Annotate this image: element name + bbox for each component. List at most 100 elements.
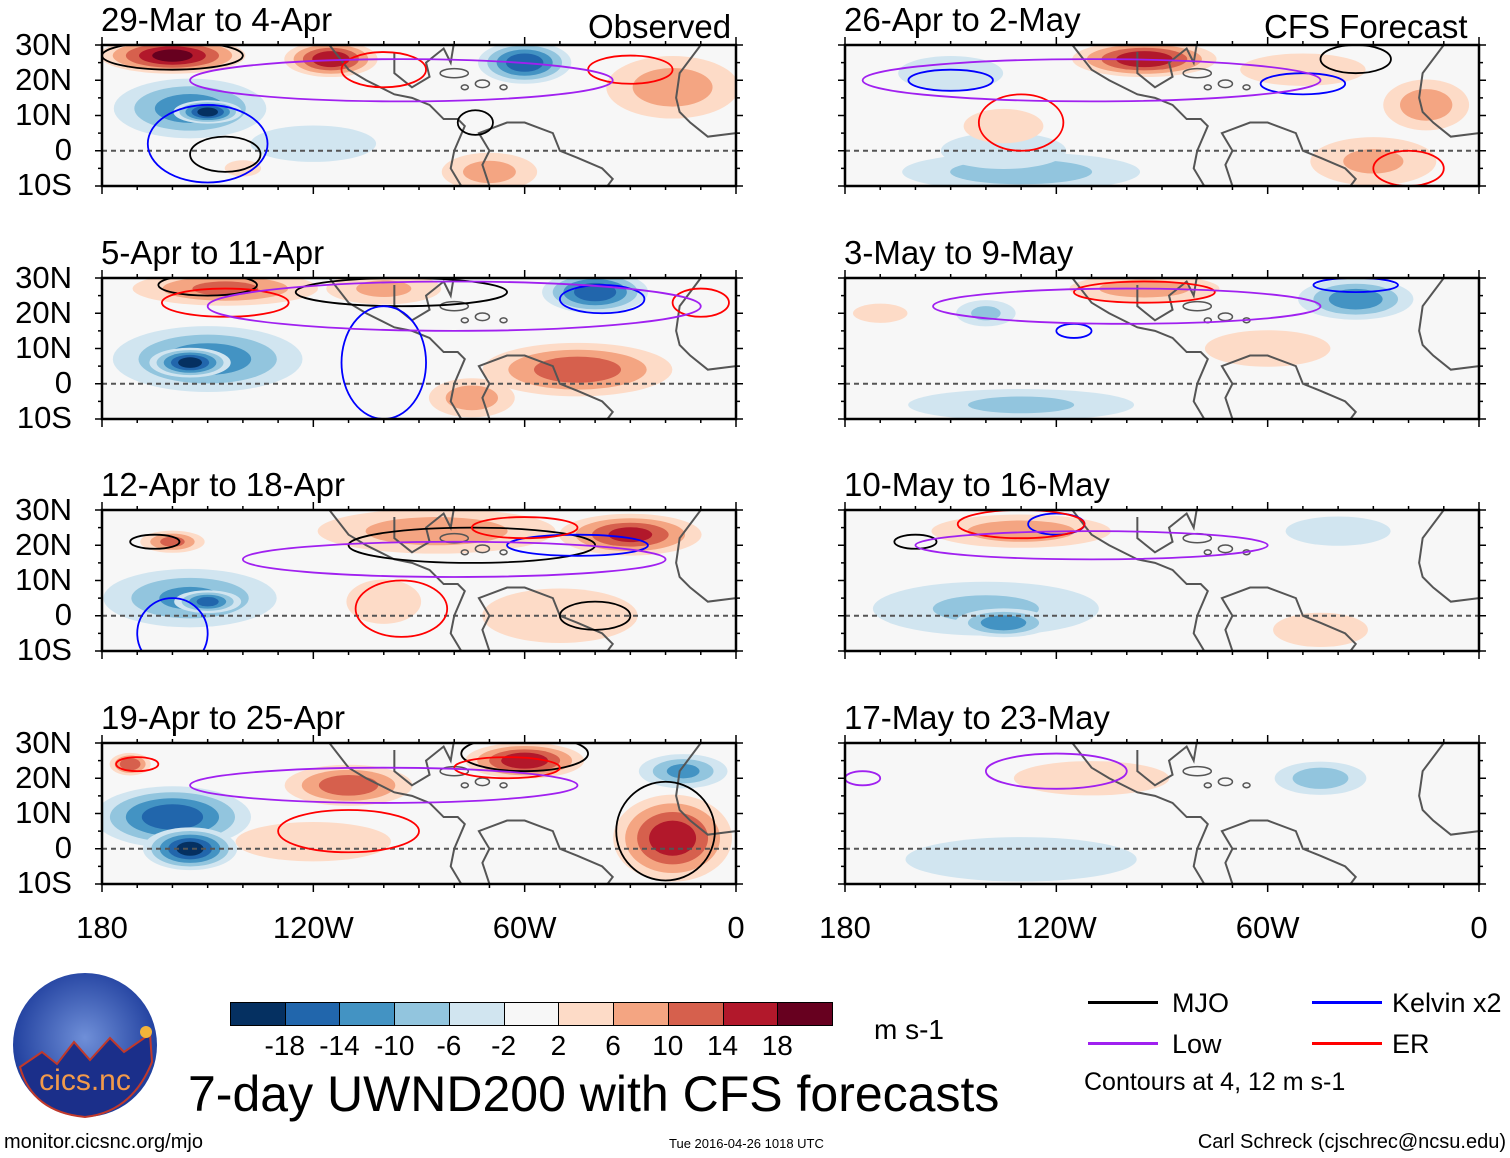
- colorbar-tick-label: -14: [319, 1030, 360, 1061]
- coastline: [1136, 278, 1198, 322]
- island: [460, 549, 470, 556]
- contour-mjo: [129, 533, 181, 550]
- anomaly-shading: [235, 822, 392, 862]
- contour-er: [1073, 280, 1216, 304]
- anomaly-shading: [649, 820, 697, 856]
- anomaly-shading: [152, 49, 193, 62]
- map-panel: [838, 270, 1486, 427]
- panel-title: 3-May to 9-May: [844, 234, 1074, 271]
- contour-kelvin: [506, 533, 649, 557]
- panel-title: 19-Apr to 25-Apr: [101, 699, 345, 736]
- contour-kelvin: [340, 305, 427, 419]
- coastline: [1418, 743, 1479, 836]
- legend-line-er: [1312, 1042, 1382, 1045]
- coastline: [1071, 278, 1358, 419]
- lat-tick-label: 10N: [15, 562, 72, 597]
- legend-line-low: [1088, 1042, 1158, 1045]
- legend-line-kelvin: [1312, 1001, 1382, 1004]
- lon-tick-label: 180: [76, 910, 128, 945]
- coastline: [1136, 743, 1198, 787]
- island: [499, 317, 508, 324]
- island: [1217, 79, 1234, 89]
- legend-line-mjo: [1088, 1001, 1158, 1004]
- anomaly-shading: [250, 125, 377, 162]
- lon-tick-label: 0: [1470, 910, 1488, 945]
- anomaly-shading: [176, 841, 204, 856]
- legend-label-low: Low: [1172, 1029, 1222, 1059]
- island: [499, 549, 508, 556]
- island: [439, 532, 470, 544]
- lon-tick-label: 180: [819, 910, 871, 945]
- contour-mjo: [157, 278, 258, 297]
- coastline: [1418, 510, 1479, 603]
- contour-low: [914, 530, 1269, 561]
- coastline: [1136, 510, 1198, 554]
- anomaly-shading: [1204, 330, 1331, 367]
- contour-er: [956, 510, 1086, 540]
- lat-tick-label: 20N: [15, 527, 72, 562]
- lat-tick-label: 10N: [15, 795, 72, 830]
- legend-label-kelvin: Kelvin x2: [1392, 988, 1502, 1018]
- contour-kelvin: [136, 597, 209, 651]
- island: [1242, 782, 1251, 789]
- colorbar-swatch: [722, 1002, 779, 1026]
- coastline: [675, 743, 736, 836]
- coastline: [675, 278, 736, 371]
- contour-kelvin: [558, 284, 646, 315]
- logo-text: cics.nc: [39, 1064, 131, 1097]
- lon-tick-label: 120W: [1015, 910, 1097, 945]
- coastline: [328, 45, 615, 186]
- coastline: [1071, 743, 1358, 884]
- island: [1242, 84, 1251, 91]
- legend-label-mjo: MJO: [1172, 988, 1229, 1018]
- cicsnc-logo: cics.nc: [13, 973, 157, 1118]
- island: [460, 317, 470, 324]
- contour-low: [861, 58, 1322, 103]
- anomaly-shading: [905, 837, 1137, 882]
- contour-low: [206, 280, 702, 332]
- anomaly-shading: [1400, 89, 1453, 121]
- colorbar-tick-label: 2: [550, 1030, 567, 1061]
- contour-mjo: [102, 45, 244, 71]
- lat-tick-label: 30N: [15, 260, 72, 295]
- map-panel: [838, 37, 1486, 194]
- anomaly-shading: [632, 68, 713, 107]
- colorbar-swatch: [284, 1002, 341, 1026]
- colorbar-tick-label: 10: [652, 1030, 684, 1061]
- colorbar-tick-label: 18: [761, 1030, 793, 1061]
- colorbar-tick-label: 6: [605, 1030, 621, 1061]
- anomaly-shading: [365, 517, 508, 546]
- colorbar-swatch: [613, 1002, 669, 1026]
- contour-er: [977, 93, 1065, 152]
- lat-tick-label: 0: [54, 132, 72, 167]
- figure-title: 7-day UWND200 with CFS forecasts: [188, 1066, 1000, 1122]
- anomaly-shading: [608, 527, 653, 543]
- island: [1217, 777, 1234, 787]
- colorbar-swatch: [339, 1002, 396, 1026]
- panel-title: 29-Mar to 4-Apr: [101, 1, 333, 38]
- contour-kelvin: [1312, 278, 1399, 293]
- coastline: [1418, 45, 1479, 138]
- contour-mjo: [893, 533, 938, 550]
- lat-tick-label: 10S: [16, 400, 72, 435]
- map-panel: [95, 270, 743, 427]
- anomaly-shading: [963, 108, 1044, 144]
- lon-tick-label: 0: [727, 910, 745, 945]
- anomaly-shading: [463, 160, 516, 184]
- colorbar-tick-label: -10: [373, 1030, 415, 1061]
- anomaly-shading: [533, 356, 622, 383]
- island: [1182, 67, 1213, 79]
- island: [474, 312, 491, 322]
- contour-mjo: [558, 600, 632, 631]
- panel-title: 12-Apr to 18-Apr: [101, 466, 345, 503]
- anomaly-shading: [1292, 767, 1349, 789]
- lat-tick-label: 20N: [15, 62, 72, 97]
- anomaly-shading: [1013, 761, 1170, 796]
- coastline: [328, 510, 615, 651]
- anomaly-shading: [1285, 516, 1391, 546]
- anomaly-shading: [1328, 288, 1383, 310]
- contour-er: [671, 287, 730, 318]
- anomaly-shading: [224, 160, 262, 177]
- coastline: [328, 278, 615, 419]
- contour-mjo: [189, 135, 262, 173]
